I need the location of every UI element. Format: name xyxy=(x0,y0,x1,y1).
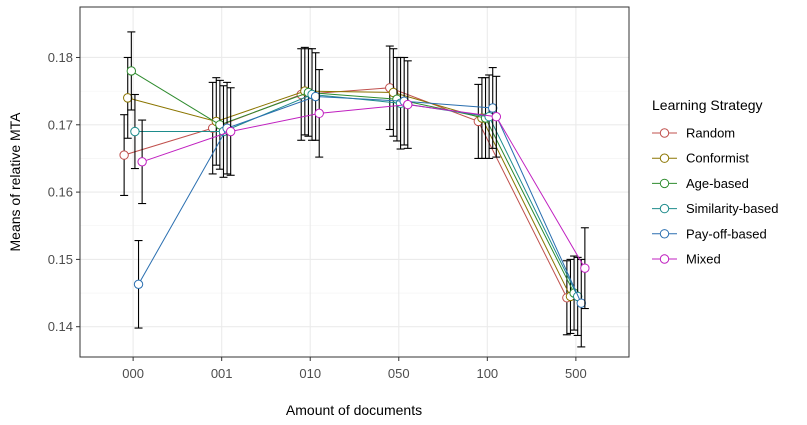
data-point xyxy=(403,99,413,110)
legend-key-point xyxy=(659,153,670,163)
legend-title: Learning Strategy xyxy=(652,97,763,113)
series-line xyxy=(138,96,582,304)
x-tick-label: 001 xyxy=(211,366,233,381)
legend-key-point xyxy=(659,254,670,264)
legend-label: Random xyxy=(686,126,735,141)
data-point xyxy=(225,126,236,137)
x-tick-label: 500 xyxy=(565,366,587,381)
legend-key-point xyxy=(659,178,670,189)
series-line xyxy=(123,87,568,298)
legend-key-point xyxy=(659,128,670,138)
series-conformist xyxy=(123,46,576,334)
legend: Learning Strategy Random Conformist Age-ba… xyxy=(652,97,778,267)
legend-key-point xyxy=(659,203,670,214)
data-point xyxy=(310,91,321,102)
y-tick-label: 0.14 xyxy=(48,319,73,334)
data-point xyxy=(130,126,140,137)
y-axis-title: Means of relative MTA xyxy=(7,112,23,252)
y-tick-label: 0.18 xyxy=(48,50,73,65)
data-point xyxy=(576,298,586,308)
data-point xyxy=(137,157,147,167)
series-line xyxy=(141,104,586,269)
series-mixed xyxy=(137,60,590,310)
legend-label: Mixed xyxy=(686,252,721,267)
plot-background xyxy=(80,7,629,357)
legend-key-point xyxy=(659,229,670,239)
legend-label: Conformist xyxy=(686,151,749,166)
x-tick-label: 100 xyxy=(476,366,498,381)
data-point xyxy=(314,108,324,119)
y-tick-label: 0.16 xyxy=(48,185,73,200)
plot-border xyxy=(79,6,630,358)
legend-label: Pay-off-based xyxy=(686,226,767,241)
data-point xyxy=(491,112,502,122)
data-point xyxy=(488,103,498,113)
x-tick-label: 050 xyxy=(388,366,410,381)
x-tick-label: 000 xyxy=(122,366,144,381)
series-line xyxy=(131,70,575,294)
x-tick-label: 010 xyxy=(299,366,321,381)
legend-label: Similarity-based xyxy=(686,201,778,216)
x-axis-title: Amount of documents xyxy=(286,402,422,418)
data-point xyxy=(123,93,133,103)
series-layer xyxy=(119,31,590,348)
legend-label: Age-based xyxy=(686,176,749,191)
data-point xyxy=(126,66,137,76)
data-point xyxy=(133,279,144,290)
axes: 0.14 0.15 0.16 0.17 0.18 000 001 010 050 100 500 xyxy=(48,50,587,381)
grid xyxy=(80,7,629,357)
y-tick-label: 0.17 xyxy=(48,117,73,132)
data-point xyxy=(119,150,129,160)
y-tick-label: 0.15 xyxy=(48,252,73,267)
data-point xyxy=(580,263,590,273)
